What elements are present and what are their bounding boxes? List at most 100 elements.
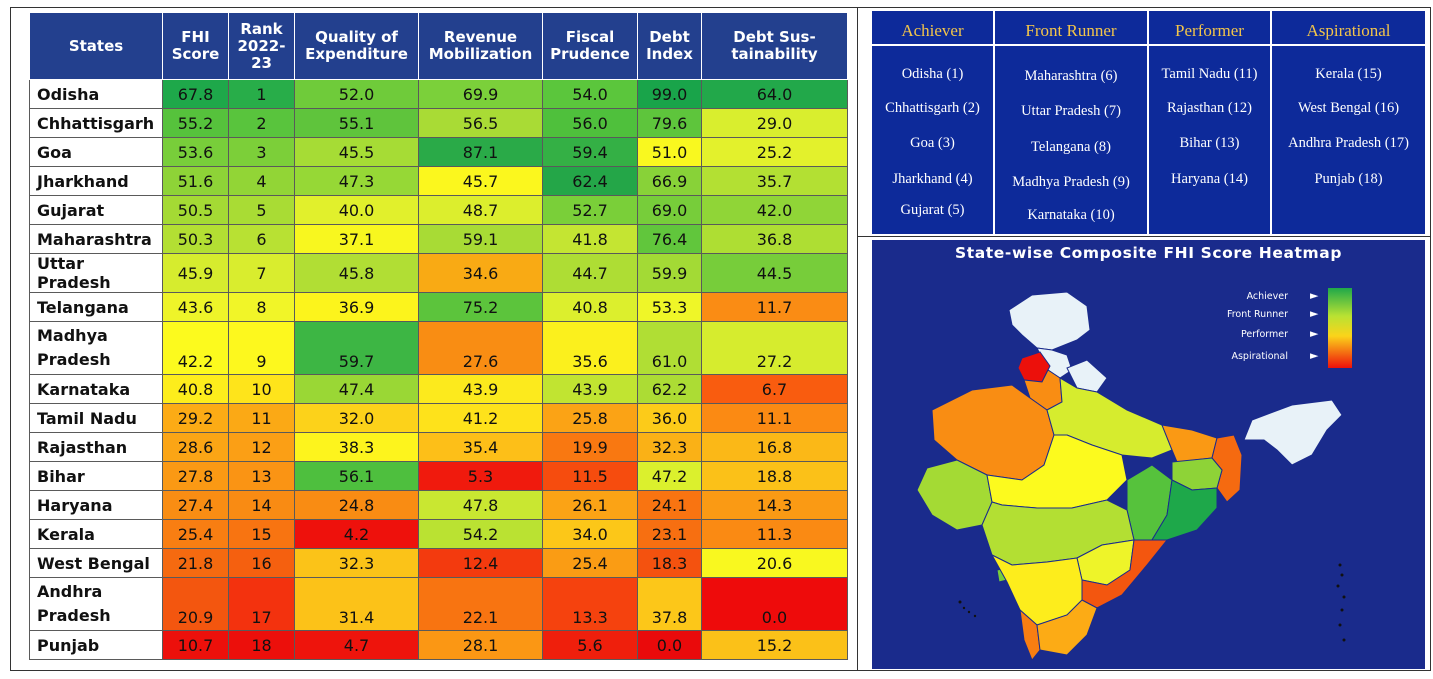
value-cell-ds: 35.7: [701, 166, 848, 196]
value-cell-qe: 47.3: [294, 166, 419, 196]
category-item: Maharashtra (6): [1024, 68, 1118, 84]
category-item: Chhattisgarh (2): [885, 100, 980, 116]
header-rank: Rank 2022-23: [228, 12, 295, 80]
value-cell-qe: 52.0: [294, 79, 419, 109]
table-row: Jharkhand 51.6 4 47.3 45.7 62.4 66.9 35.7: [29, 166, 848, 196]
map-region-bihar: [1161, 424, 1218, 463]
value-cell-qe: 59.7: [294, 321, 419, 375]
header-quality-of-expenditure: Quality of Expenditure: [294, 12, 419, 80]
value-cell-fhi: 21.8: [162, 548, 229, 578]
category-title: Achiever: [872, 11, 993, 46]
value-cell-ds: 16.8: [701, 432, 848, 462]
table-row: Maharashtra 50.3 6 37.1 59.1 41.8 76.4 36.8: [29, 224, 848, 254]
value-cell-qe: 36.9: [294, 292, 419, 322]
value-cell-di: 79.6: [637, 108, 702, 138]
value-cell-fhi: 51.6: [162, 166, 229, 196]
table-row: West Bengal 21.8 16 32.3 12.4 25.4 18.3 20.6: [29, 548, 848, 578]
state-name-cell: Uttar Pradesh: [29, 253, 163, 293]
value-cell-di: 61.0: [637, 321, 702, 375]
value-cell-rank: 17: [228, 577, 295, 631]
value-cell-fhi: 67.8: [162, 79, 229, 109]
map-region-kerala: [1019, 608, 1041, 661]
table-row: Bihar 27.8 13 56.1 5.3 11.5 47.2 18.8: [29, 461, 848, 491]
map-region-jk: [1008, 291, 1091, 351]
value-cell-fhi: 29.2: [162, 403, 229, 433]
value-cell-fp: 54.0: [542, 79, 638, 109]
value-cell-di: 53.3: [637, 292, 702, 322]
category-title: Front Runner: [995, 11, 1147, 46]
value-cell-di: 36.0: [637, 403, 702, 433]
value-cell-ds: 20.6: [701, 548, 848, 578]
heatmap-panel: State-wise Composite FHI Score Heatmap: [872, 240, 1425, 669]
value-cell-rm: 48.7: [418, 195, 543, 225]
value-cell-rank: 4: [228, 166, 295, 196]
value-cell-ds: 64.0: [701, 79, 848, 109]
legend-arrow-icon: ►: [1310, 307, 1319, 320]
value-cell-qe: 45.8: [294, 253, 419, 293]
value-cell-di: 32.3: [637, 432, 702, 462]
value-cell-fp: 52.7: [542, 195, 638, 225]
value-cell-rank: 3: [228, 137, 295, 167]
legend-aspirational: Aspirational: [1231, 351, 1288, 362]
value-cell-di: 23.1: [637, 519, 702, 549]
category-column: Performer Tamil Nadu (11) Rajasthan (12) Bi…: [1149, 11, 1272, 234]
value-cell-fp: 41.8: [542, 224, 638, 254]
value-cell-fhi: 43.6: [162, 292, 229, 322]
value-cell-ds: 11.3: [701, 519, 848, 549]
table-row: Haryana 27.4 14 24.8 47.8 26.1 24.1 14.3: [29, 490, 848, 520]
value-cell-qe: 47.4: [294, 374, 419, 404]
value-cell-ds: 36.8: [701, 224, 848, 254]
map-title: State-wise Composite FHI Score Heatmap: [954, 244, 1343, 262]
value-cell-fhi: 55.2: [162, 108, 229, 138]
value-cell-ds: 29.0: [701, 108, 848, 138]
state-name-cell: Karnataka: [29, 374, 163, 404]
value-cell-fp: 19.9: [542, 432, 638, 462]
category-item: Punjab (18): [1314, 171, 1383, 187]
category-item: Tamil Nadu (11): [1161, 66, 1258, 82]
value-cell-fhi: 40.8: [162, 374, 229, 404]
value-cell-rank: 10: [228, 374, 295, 404]
value-cell-ds: 27.2: [701, 321, 848, 375]
state-name-cell: Bihar: [29, 461, 163, 491]
value-cell-fhi: 53.6: [162, 137, 229, 167]
value-cell-di: 37.8: [637, 577, 702, 631]
table-row: Odisha 67.8 1 52.0 69.9 54.0 99.0 64.0: [29, 79, 848, 109]
category-item: Rajasthan (12): [1167, 100, 1252, 116]
value-cell-rank: 18: [228, 630, 295, 660]
value-cell-rank: 11: [228, 403, 295, 433]
value-cell-di: 62.2: [637, 374, 702, 404]
value-cell-ds: 11.1: [701, 403, 848, 433]
value-cell-qe: 31.4: [294, 577, 419, 631]
value-cell-fp: 35.6: [542, 321, 638, 375]
state-name-cell: Goa: [29, 137, 163, 167]
category-item: Bihar (13): [1179, 135, 1240, 151]
value-cell-fp: 34.0: [542, 519, 638, 549]
category-title: Performer: [1149, 11, 1270, 46]
value-cell-ds: 6.7: [701, 374, 848, 404]
value-cell-rank: 16: [228, 548, 295, 578]
category-item: Gujarat (5): [900, 202, 965, 218]
category-item: Goa (3): [910, 135, 955, 151]
state-name-cell: Madhya Pradesh: [29, 321, 163, 375]
category-column: Aspirational Kerala (15) West Bengal (16) A…: [1272, 11, 1425, 234]
table-row: Uttar Pradesh 45.9 7 45.8 34.6 44.7 59.9 44.5: [29, 253, 848, 293]
value-cell-rm: 28.1: [418, 630, 543, 660]
map-region-northeast: [1243, 399, 1343, 466]
category-item: West Bengal (16): [1297, 100, 1400, 116]
value-cell-di: 66.9: [637, 166, 702, 196]
value-cell-rm: 75.2: [418, 292, 543, 322]
category-item: Uttar Pradesh (7): [1021, 103, 1121, 119]
value-cell-qe: 45.5: [294, 137, 419, 167]
value-cell-fp: 26.1: [542, 490, 638, 520]
header-debt-sustainability: Debt Sus-tainability: [701, 12, 848, 80]
value-cell-qe: 56.1: [294, 461, 419, 491]
state-name-cell: Maharashtra: [29, 224, 163, 254]
value-cell-di: 76.4: [637, 224, 702, 254]
category-item: Jharkhand (4): [892, 171, 973, 187]
value-cell-rm: 69.9: [418, 79, 543, 109]
legend-arrow-icon: ►: [1310, 289, 1319, 302]
header-debt-index: Debt Index: [637, 12, 702, 80]
value-cell-fp: 13.3: [542, 577, 638, 631]
table-body: Odisha 67.8 1 52.0 69.9 54.0 99.0 64.0 Chhattisg…: [29, 79, 848, 660]
category-column: Achiever Odisha (1) Chhattisgarh (2) Goa (3…: [872, 11, 995, 234]
